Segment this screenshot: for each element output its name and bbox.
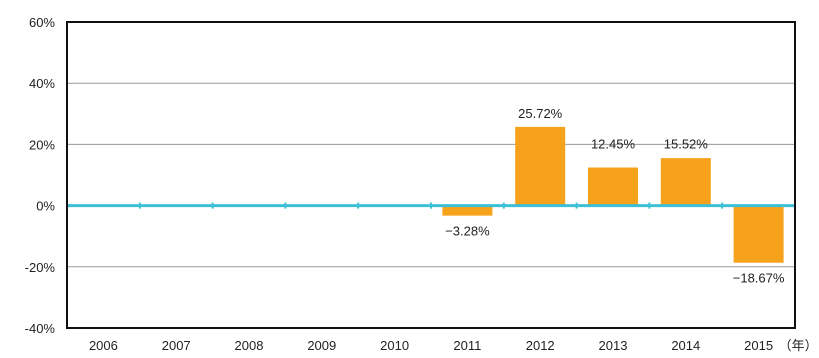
y-tick-label: 40% [29, 76, 55, 91]
data-label-2012: 25.72% [518, 106, 563, 121]
x-tick-label: 2009 [307, 338, 336, 353]
data-label-2013: 12.45% [591, 136, 636, 151]
x-axis-unit: （年） [779, 338, 818, 353]
data-label-2011: −3.28% [445, 224, 490, 239]
plot-frame [66, 21, 796, 329]
y-tick-label: 20% [29, 137, 55, 152]
bar-2015 [733, 205, 784, 263]
data-label-2015: −18.67% [733, 271, 785, 286]
x-tick-label: 2013 [599, 338, 628, 353]
bar-2012 [515, 126, 566, 206]
bar-2014 [660, 158, 711, 206]
y-tick-label: 60% [29, 15, 55, 30]
bar-2011 [442, 205, 493, 216]
x-tick-label: 2007 [162, 338, 191, 353]
y-tick-label: 0% [36, 199, 55, 214]
data-label-2014: 15.52% [664, 136, 709, 151]
x-tick-label: 2014 [671, 338, 700, 353]
x-tick-label: 2008 [235, 338, 264, 353]
x-tick-label: 2010 [380, 338, 409, 353]
bar-2013 [588, 167, 638, 206]
y-tick-label: -20% [25, 260, 56, 275]
x-tick-label: 2015 [744, 338, 773, 353]
y-tick-label: -40% [25, 321, 56, 336]
x-tick-label: 2012 [526, 338, 555, 353]
x-tick-label: 2006 [89, 338, 118, 353]
x-tick-label: 2011 [453, 338, 481, 353]
